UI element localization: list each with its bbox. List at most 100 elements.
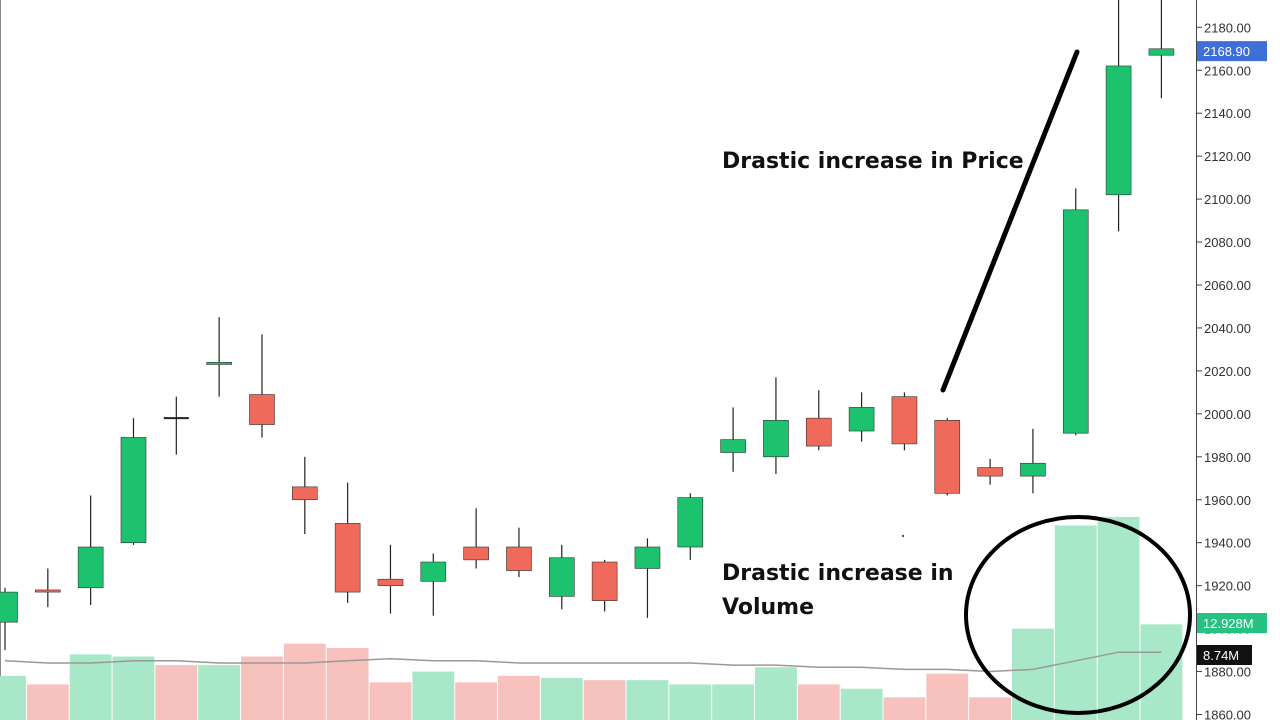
candle-body	[334, 523, 361, 593]
volume-bar	[969, 697, 1012, 720]
candle	[163, 396, 189, 455]
volume-bar	[1140, 624, 1183, 720]
candle-body	[934, 419, 961, 494]
candle	[1020, 428, 1046, 494]
price-axis-tick-label: 1980.00	[1204, 450, 1251, 465]
volume-bar	[883, 697, 926, 720]
volume-bar	[241, 656, 283, 720]
price-axis-tick-label: 1920.00	[1204, 579, 1251, 594]
candle	[334, 482, 361, 603]
price-axis-tick-label: 2140.00	[1204, 106, 1251, 121]
candle-body	[120, 437, 147, 544]
volume-bar	[840, 688, 883, 720]
volume-bar	[0, 675, 26, 720]
price-axis-tick-label: 1860.00	[1204, 708, 1251, 720]
volume-bar	[926, 673, 969, 720]
candle-body	[206, 362, 232, 365]
volume-bar	[26, 684, 69, 720]
candle-body	[677, 497, 704, 548]
candle	[1062, 188, 1089, 436]
candle	[548, 544, 575, 610]
candle-body	[0, 591, 18, 623]
volume-highlight-circle	[964, 515, 1192, 715]
candle	[463, 508, 489, 569]
volume-value-tag-background	[1197, 613, 1267, 633]
candle	[1105, 0, 1132, 232]
candle-body	[763, 419, 789, 458]
price-axis-tick-label: 2080.00	[1204, 235, 1251, 250]
candle	[763, 377, 789, 474]
price-axis-tick-label: 2020.00	[1204, 364, 1251, 379]
candle	[120, 418, 147, 545]
candle-body	[1148, 48, 1175, 56]
volume-moving-average-line	[4, 651, 1162, 673]
candle-body	[463, 546, 489, 561]
candle	[977, 458, 1003, 485]
candle-body	[548, 557, 575, 597]
candle	[420, 553, 447, 616]
price-candles	[0, 0, 1175, 651]
candle	[934, 418, 961, 496]
volume-bar	[626, 680, 669, 720]
candle-body	[506, 546, 532, 571]
volume-bar	[498, 675, 540, 720]
candle	[77, 495, 104, 605]
volume-ma-tag-background	[1197, 645, 1252, 665]
candle	[377, 544, 404, 614]
candle-body	[1105, 65, 1132, 196]
volume-bar	[112, 656, 155, 720]
price-annotation: Drastic increase in Price	[722, 149, 1024, 174]
candle	[891, 392, 918, 451]
candle	[848, 392, 875, 442]
candle-body	[634, 546, 661, 569]
candle-body	[977, 467, 1003, 477]
candle	[249, 334, 275, 438]
candle-body	[805, 417, 832, 447]
volume-bar	[1054, 525, 1097, 720]
volume-bar	[755, 667, 797, 720]
price-axis-tick-label: 2100.00	[1204, 192, 1251, 207]
stray-dot	[901, 534, 905, 538]
candle	[634, 538, 661, 618]
candle	[677, 493, 704, 560]
candle	[206, 317, 232, 397]
candle-body	[1062, 209, 1089, 434]
candle-body	[720, 439, 746, 453]
volume-bars	[0, 516, 1183, 720]
volume-annotation-line1: Drastic increase in	[722, 561, 954, 586]
price-axis-tick-label: 1940.00	[1204, 536, 1251, 551]
price-axis-tick-label: 2000.00	[1204, 407, 1251, 422]
candle-body	[292, 486, 318, 501]
volume-bar	[797, 684, 840, 720]
current-price-tag-label: 2168.90	[1203, 44, 1250, 59]
price-axis-tick-label: 2040.00	[1204, 321, 1251, 336]
volume-ma-tag-label: 8.74M	[1203, 648, 1239, 663]
candle	[35, 568, 61, 608]
current-price-tag-background	[1197, 41, 1267, 62]
candle-body	[420, 561, 447, 582]
volume-bar	[412, 671, 455, 720]
volume-bar	[455, 682, 498, 720]
volume-bar	[712, 684, 755, 720]
volume-bar	[155, 665, 198, 720]
candle	[0, 587, 18, 651]
price-axis-tick-label: 2180.00	[1204, 20, 1251, 35]
volume-value-tag-label: 12.928M	[1203, 616, 1254, 631]
price-axis-tick-label: 2060.00	[1204, 278, 1251, 293]
price-axis-tick-label: 1880.00	[1204, 665, 1251, 680]
candle-body	[249, 394, 275, 425]
volume-bar	[540, 677, 583, 720]
candle	[292, 456, 318, 535]
candle-body	[377, 578, 404, 586]
volume-bar	[583, 680, 626, 720]
candle-body	[891, 396, 918, 445]
volume-bar	[1097, 516, 1140, 720]
volume-bar	[369, 682, 412, 720]
candle	[1148, 0, 1175, 99]
candle	[805, 390, 832, 451]
volume-bar	[283, 643, 326, 720]
price-axis-tick-label: 1960.00	[1204, 493, 1251, 508]
candle	[720, 407, 746, 472]
candle-body	[77, 546, 104, 589]
